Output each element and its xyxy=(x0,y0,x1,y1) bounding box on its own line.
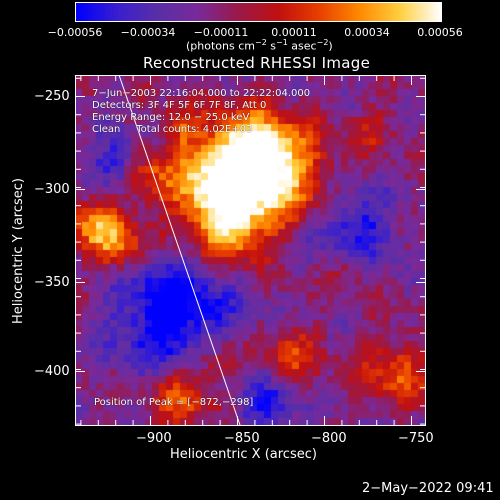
colorbar-tick: −0.00056 xyxy=(47,26,103,39)
x-tick-label: −850 xyxy=(224,431,260,446)
solar-limb-line xyxy=(118,74,241,426)
colorbar-units: (photons cm−2 s−1 asec−2) xyxy=(186,38,333,53)
colorbar-tick: −0.00011 xyxy=(193,26,249,39)
colorbar-tick: −0.00034 xyxy=(120,26,176,39)
x-tick-label: −800 xyxy=(311,431,347,446)
rhessi-image xyxy=(75,75,425,425)
y-tick-label: −400 xyxy=(34,364,70,379)
plot-title: Reconstructed RHESSI Image xyxy=(143,54,371,72)
colorbar-tick: 0.00056 xyxy=(417,26,463,39)
peak-position: Position of Peak = [−872,−298] xyxy=(94,397,254,408)
y-tick-label: −250 xyxy=(34,89,70,104)
x-tick-label: −900 xyxy=(136,431,172,446)
y-tick-label: −350 xyxy=(34,275,70,290)
x-axis-label: Heliocentric X (arcsec) xyxy=(170,447,317,462)
colorbar-tick: 0.00011 xyxy=(271,26,317,39)
info-time: 7−Jun−2003 22:16:04.000 to 22:22:04.000 xyxy=(92,88,311,99)
timestamp: 2−May−2022 09:41 xyxy=(362,481,494,496)
y-axis-label: Heliocentric Y (arcsec) xyxy=(11,178,26,324)
colorbar xyxy=(75,2,442,22)
info-energy: Energy Range: 12.0 − 25.0 keV xyxy=(92,112,250,123)
colorbar-tick: 0.00034 xyxy=(344,26,390,39)
y-tick-label: −300 xyxy=(34,182,70,197)
info-clean: Clean Total counts: 4.02E+03 xyxy=(92,124,253,135)
info-detectors: Detectors: 3F 4F 5F 6F 7F 8F, Att 0 xyxy=(92,100,267,111)
x-tick-label: −750 xyxy=(398,431,434,446)
